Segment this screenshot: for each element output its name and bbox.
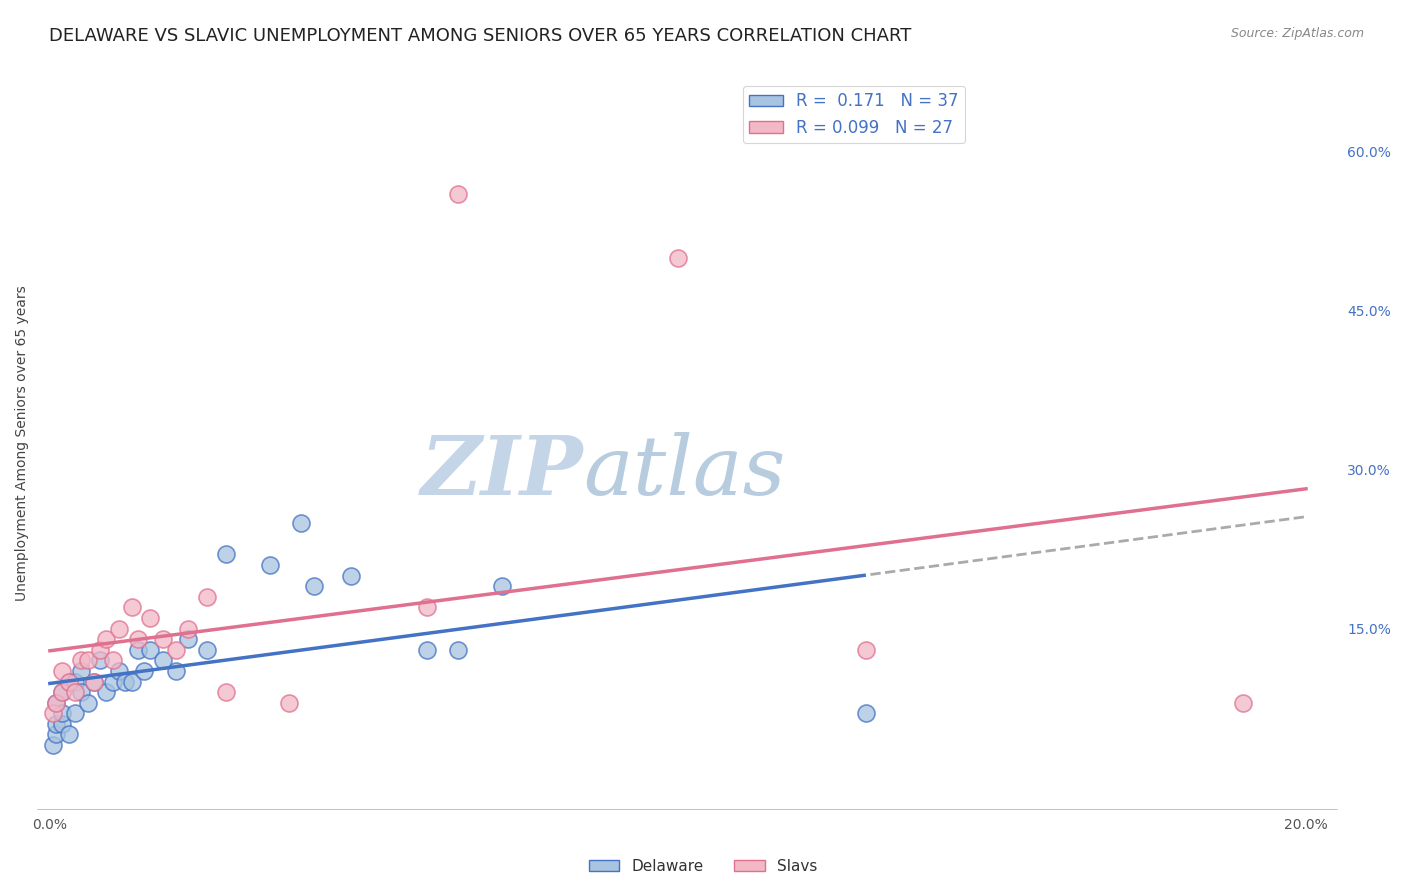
Point: [447, 187, 470, 202]
Point: [215, 685, 238, 699]
Text: Source: ZipAtlas.com: Source: ZipAtlas.com: [1230, 27, 1364, 40]
Point: [177, 622, 200, 636]
Point: [855, 706, 877, 721]
Point: [132, 664, 155, 678]
Point: [42, 706, 65, 721]
Point: [58, 674, 80, 689]
Point: [101, 674, 124, 689]
Point: [447, 642, 470, 657]
Point: [416, 642, 439, 657]
Y-axis label: Unemployment Among Seniors over 65 years: Unemployment Among Seniors over 65 years: [15, 285, 30, 601]
Point: [139, 642, 162, 657]
Point: [139, 611, 162, 625]
Point: [70, 653, 93, 667]
Point: [63, 685, 86, 699]
Point: [70, 685, 93, 699]
Point: [101, 653, 124, 667]
Point: [76, 696, 98, 710]
Text: ZIP: ZIP: [420, 433, 583, 512]
Point: [51, 706, 73, 721]
Point: [127, 632, 149, 646]
Point: [259, 558, 281, 572]
Point: [114, 674, 136, 689]
Point: [177, 632, 200, 646]
Point: [58, 727, 80, 741]
Point: [290, 516, 312, 530]
Point: [152, 632, 174, 646]
Point: [96, 632, 118, 646]
Legend: R =  0.171   N = 37, R = 0.099   N = 27: R = 0.171 N = 37, R = 0.099 N = 27: [742, 86, 965, 144]
Point: [96, 685, 118, 699]
Text: atlas: atlas: [583, 433, 786, 512]
Point: [83, 674, 105, 689]
Point: [51, 685, 73, 699]
Point: [215, 547, 238, 561]
Point: [195, 590, 218, 604]
Point: [45, 696, 67, 710]
Point: [89, 642, 111, 657]
Point: [302, 579, 325, 593]
Point: [121, 600, 143, 615]
Point: [855, 642, 877, 657]
Point: [89, 653, 111, 667]
Point: [491, 579, 513, 593]
Point: [83, 674, 105, 689]
Point: [51, 685, 73, 699]
Point: [58, 674, 80, 689]
Point: [45, 717, 67, 731]
Point: [51, 664, 73, 678]
Point: [51, 717, 73, 731]
Point: [152, 653, 174, 667]
Legend: Delaware, Slavs: Delaware, Slavs: [582, 853, 824, 880]
Point: [666, 251, 689, 265]
Point: [45, 696, 67, 710]
Point: [108, 664, 131, 678]
Point: [70, 664, 93, 678]
Point: [165, 664, 187, 678]
Point: [63, 706, 86, 721]
Text: DELAWARE VS SLAVIC UNEMPLOYMENT AMONG SENIORS OVER 65 YEARS CORRELATION CHART: DELAWARE VS SLAVIC UNEMPLOYMENT AMONG SE…: [49, 27, 911, 45]
Point: [416, 600, 439, 615]
Point: [76, 653, 98, 667]
Point: [340, 568, 363, 582]
Point: [277, 696, 299, 710]
Point: [42, 738, 65, 752]
Point: [121, 674, 143, 689]
Point: [165, 642, 187, 657]
Point: [1232, 696, 1254, 710]
Point: [127, 642, 149, 657]
Point: [45, 727, 67, 741]
Point: [108, 622, 131, 636]
Point: [63, 674, 86, 689]
Point: [195, 642, 218, 657]
